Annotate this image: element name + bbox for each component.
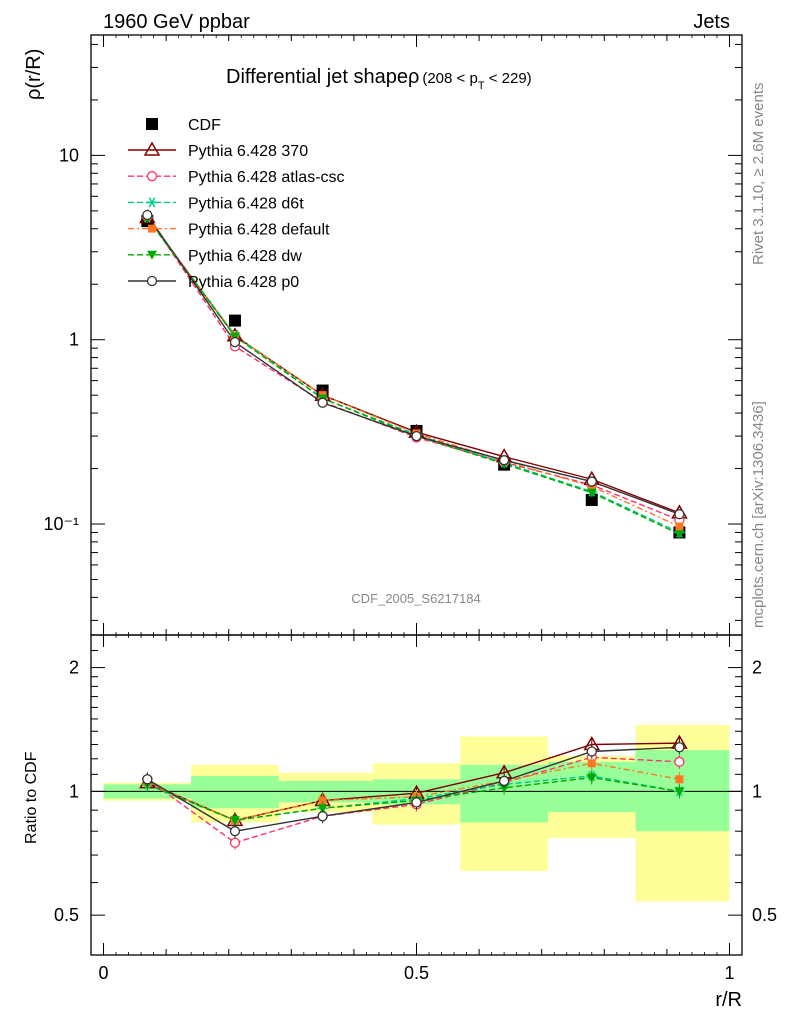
legend-label: Pythia 6.428 p0	[188, 274, 299, 291]
y-axis-label-main: ρ(r/R)	[23, 49, 45, 100]
y-tick-label-ratio-right: 1	[752, 781, 762, 801]
asterisk-stroke	[148, 197, 156, 208]
mc-point	[317, 397, 328, 408]
chart-title: Differential jet shapeρ (208 < pT < 229)	[226, 66, 532, 92]
legend-entry-data: CDF	[146, 117, 221, 134]
mc-point	[586, 488, 597, 498]
rivet-label: Rivet 3.1.10, ≥ 2.6M events	[750, 83, 767, 266]
legend-marker	[148, 224, 156, 233]
y-tick-label-main: 1	[69, 330, 79, 350]
analysis-watermark: CDF_2005_S6217184	[351, 591, 480, 606]
y-tick-label-ratio: 2	[69, 658, 79, 678]
y-tick-label-ratio-right: 0.5	[752, 905, 777, 925]
ratio-point	[674, 742, 685, 753]
x-axis-label: r/R	[715, 989, 742, 1011]
legend-label: Pythia 6.428 dw	[188, 248, 302, 265]
energy-label: 1960 GeV ppbar	[103, 11, 250, 33]
process-label: Jets	[693, 11, 730, 33]
ratio-point	[229, 816, 240, 826]
ratio-point	[499, 783, 510, 793]
x-tick-label: 1	[724, 963, 734, 983]
chart-title-main: Differential jet shapeρ	[226, 66, 419, 88]
legend-label: Pythia 6.428 d6t	[188, 195, 304, 212]
ratio-point	[317, 811, 328, 822]
ratio-series-layer	[139, 734, 688, 850]
legend-entry: Pythia 6.428 p0	[128, 274, 299, 291]
legend-entry: Pythia 6.428 dw	[128, 248, 302, 265]
mc-point	[142, 209, 153, 221]
chart-title-subscript: T	[478, 80, 485, 92]
ratio-point	[411, 797, 422, 808]
ratio-point	[675, 775, 684, 784]
legend: CDF Pythia 6.428 370 Pythia 6.428 atlas-cs…	[128, 117, 345, 291]
mc-point	[675, 522, 684, 531]
legend-marker	[143, 141, 161, 156]
legend-entry: Pythia 6.428 atlas-csc	[128, 169, 345, 186]
chart-title-suffix-end: < 229)	[485, 70, 532, 87]
data-point	[585, 494, 598, 507]
ratio-point	[674, 756, 685, 767]
legend-marker	[146, 171, 158, 182]
y-tick-label-ratio-right: 2	[752, 658, 762, 678]
ratio-band-layer	[91, 724, 742, 902]
ratio-point	[317, 804, 328, 814]
y-tick-label-main: 10⁻¹	[43, 514, 79, 534]
legend-entry: Pythia 6.428 370	[128, 141, 308, 160]
ratio-point	[586, 773, 597, 783]
mc-point	[229, 337, 241, 348]
ratio-point	[498, 775, 510, 787]
ratio-point	[229, 826, 241, 837]
legend-label-data: CDF	[188, 117, 221, 134]
legend-entry: Pythia 6.428 default	[128, 222, 330, 239]
y-axis-label-ratio: Ratio to CDF	[23, 751, 40, 844]
ratio-band-stat	[191, 775, 279, 809]
legend-marker	[147, 250, 157, 260]
x-tick-label: 0.5	[404, 963, 429, 983]
legend-marker-data	[146, 118, 158, 130]
legend-label: Pythia 6.428 atlas-csc	[188, 169, 345, 186]
x-tick-label: 0	[99, 963, 109, 983]
main-series-line	[146, 218, 680, 535]
chart-title-suffix: (208 < p	[422, 70, 477, 87]
legend-marker	[146, 197, 158, 208]
y-tick-label-main: 10	[59, 145, 79, 165]
mc-point	[674, 530, 685, 540]
tick-layer: 0 0.5 1 10 1 10⁻¹ 2 2 1 1 0.5 0.5	[43, 35, 777, 983]
main-series-layer	[139, 209, 688, 540]
ratio-point	[586, 746, 597, 757]
y-tick-label-ratio: 0.5	[54, 905, 79, 925]
legend-label: Pythia 6.428 default	[188, 222, 330, 239]
legend-marker	[146, 275, 158, 287]
ratio-point	[318, 796, 327, 805]
mc-point	[411, 430, 422, 442]
mc-point	[498, 455, 510, 466]
mc-point	[586, 476, 597, 487]
y-tick-label-ratio: 1	[69, 781, 79, 801]
mcplots-label: mcplots.cern.ch [arXiv:1306.3436]	[750, 401, 767, 628]
ratio-point	[142, 774, 153, 785]
legend-entry: Pythia 6.428 d6t	[128, 195, 304, 212]
mc-point	[674, 509, 685, 520]
data-point	[228, 314, 241, 327]
ratio-point	[674, 787, 685, 797]
ratio-point	[587, 759, 596, 768]
ratio-point	[229, 837, 241, 848]
legend-label: Pythia 6.428 370	[188, 143, 308, 160]
